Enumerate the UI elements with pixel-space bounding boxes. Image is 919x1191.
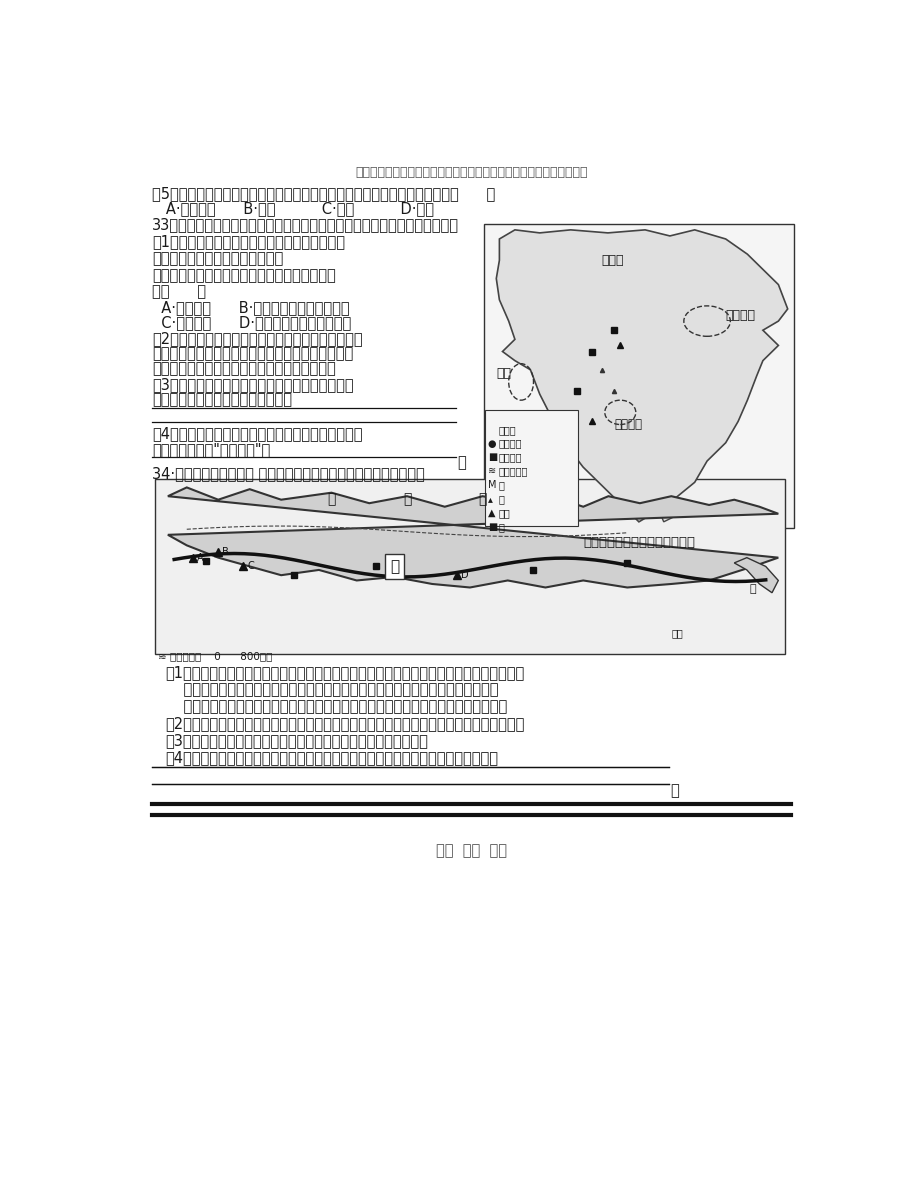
Text: （3）图中甲地是俄罗斯最大的油田，该油田名称是＿＿＿＿＿＿。: （3）图中甲地是俄罗斯最大的油田，该油田名称是＿＿＿＿＿＿。 <box>165 732 427 748</box>
Text: 班加罗尔: 班加罗尔 <box>614 418 641 431</box>
Text: （2）俄罗斯是世界上煤铁资源十分丰富的国家，但却很少向外出口，其原因是＿＿＿＿＿。: （2）俄罗斯是世界上煤铁资源十分丰富的国家，但却很少向外出口，其原因是＿＿＿＿＿… <box>165 716 524 731</box>
Polygon shape <box>733 557 777 593</box>
Text: 北: 北 <box>327 493 335 506</box>
Text: 是（      ）: 是（ ） <box>152 285 206 300</box>
Text: 新德里: 新德里 <box>601 254 623 267</box>
Text: 资料内容仅供您学习参考，如有不当或者侵权，请联系改正或者删除。: 资料内容仅供您学习参考，如有不当或者侵权，请联系改正或者删除。 <box>355 166 587 179</box>
Bar <box>155 479 784 654</box>
Text: （2）加尔各答位于＿＿＿＿＿＿＿（河流）三角洲，: （2）加尔各答位于＿＿＿＿＿＿＿（河流）三角洲， <box>152 331 362 345</box>
Text: ▴: ▴ <box>487 494 492 504</box>
Text: 展了＿＿＿＿＿＿＿＿＿＿＿＿＿＿纺织工业。: 展了＿＿＿＿＿＿＿＿＿＿＿＿＿＿纺织工业。 <box>152 362 335 376</box>
Text: 石油: 石油 <box>498 507 510 518</box>
Text: 盛产＿＿＿＿＿＿（热带经济作物），在此基础上发: 盛产＿＿＿＿＿＿（热带经济作物），在此基础上发 <box>152 347 353 361</box>
Text: （5）该流域有大规模的热带作物种植园，当前大规模种植的两种著名作物是（      ）: （5）该流域有大规模的热带作物种植园，当前大规模种植的两种著名作物是（ ） <box>152 186 495 201</box>
Text: 棉、麻纺: 棉、麻纺 <box>498 438 522 449</box>
Text: 钢铁工业: 钢铁工业 <box>498 453 522 462</box>
Text: 锰: 锰 <box>498 480 504 491</box>
Text: A·逐渐减少      B·先逐渐减少，后逐渐增加: A·逐渐减少 B·先逐渐减少，后逐渐增加 <box>152 300 349 314</box>
Text: 是＿＿＿＿＿＿＿。钢铁、汽车、飞机、火箭等工业十分著名的是＿＿＿＿＿＿＿。: 是＿＿＿＿＿＿＿。钢铁、汽车、飞机、火箭等工业十分著名的是＿＿＿＿＿＿＿。 <box>165 699 507 713</box>
Bar <box>484 410 577 525</box>
Text: C: C <box>247 561 254 572</box>
Text: 煤: 煤 <box>498 522 504 531</box>
Text: 由孟买直线到加尔各答，沿途降水量的变化规律: 由孟买直线到加尔各答，沿途降水量的变化规律 <box>152 268 335 282</box>
Text: A·天然橡胶      B·油棕          C·烟草          D·香蕉: A·天然橡胶 B·油棕 C·烟草 D·香蕉 <box>152 201 434 217</box>
Text: 这里发展钢铁工业有利的资源条件是: 这里发展钢铁工业有利的资源条件是 <box>152 392 292 407</box>
Text: 铁: 铁 <box>498 494 504 504</box>
Text: ●: ● <box>487 438 495 449</box>
Text: 冰: 冰 <box>403 493 411 506</box>
Text: 。: 。 <box>670 784 679 798</box>
Text: ■: ■ <box>487 522 496 531</box>
Text: （1）以钢铁工业和机械工业为主的工业区是＿＿＿＿＿＿＿＿，煤炭、石油、钢铁等工业十: （1）以钢铁工业和机械工业为主的工业区是＿＿＿＿＿＿＿＿，煤炭、石油、钢铁等工业… <box>165 665 524 680</box>
Text: （4）印度的班加罗尔以生产＿＿＿＿＿＿＿＿＿而闻: （4）印度的班加罗尔以生产＿＿＿＿＿＿＿＿＿而闻 <box>152 426 362 442</box>
Text: 洋: 洋 <box>478 493 486 506</box>
Text: ≋: ≋ <box>487 467 495 476</box>
Text: 印度主要工业和工业原料分布图: 印度主要工业和工业原料分布图 <box>583 536 694 549</box>
Text: 主要工业区: 主要工业区 <box>498 467 528 476</box>
Text: 34·读俄罗斯矿产资源、 工业区分布及铁路交通图，分析回答问题。: 34·读俄罗斯矿产资源、 工业区分布及铁路交通图，分析回答问题。 <box>152 467 425 481</box>
Text: ■: ■ <box>487 453 496 462</box>
Text: 孟买: 孟买 <box>495 367 511 380</box>
Text: ≋ 主要工业区    0      800千米: ≋ 主要工业区 0 800千米 <box>158 651 272 661</box>
Text: 织工业: 织工业 <box>498 425 516 435</box>
Text: 洋: 洋 <box>749 584 755 594</box>
Text: C·逐渐增加      D·先逐渐增加，后逐渐减少: C·逐渐增加 D·先逐渐增加，后逐渐减少 <box>152 316 351 330</box>
Text: （3）印度的钢铁工业主要分布＿＿＿＿＿＿地区。: （3）印度的钢铁工业主要分布＿＿＿＿＿＿地区。 <box>152 378 354 392</box>
Text: （4）俄罗斯亚洲部分南部多山，可是西伯利亚铁路就沿南部山区修建，其主要原因是: （4）俄罗斯亚洲部分南部多山，可是西伯利亚铁路就沿南部山区修建，其主要原因是 <box>165 749 498 765</box>
Bar <box>483 224 793 528</box>
Text: D: D <box>460 570 469 580</box>
Text: A: A <box>197 553 203 562</box>
Text: ▲: ▲ <box>487 507 494 518</box>
Text: M: M <box>487 480 495 491</box>
Polygon shape <box>167 487 777 587</box>
Text: 用心  爱心  专心: 用心 爱心 专心 <box>436 843 506 859</box>
Text: 。: 。 <box>457 455 466 470</box>
Polygon shape <box>657 498 682 522</box>
Text: 物是＿＿＿＿＿＿＿＿＿＿＿＿。: 物是＿＿＿＿＿＿＿＿＿＿＿＿。 <box>152 251 283 266</box>
Text: B: B <box>221 548 229 557</box>
Polygon shape <box>495 230 787 522</box>
Text: 北京: 北京 <box>671 628 682 638</box>
Text: 分著名的是＿＿＿＿＿＿＿，石油化工、造船、电子、航空航天等工业十分著名的: 分著名的是＿＿＿＿＿＿＿，石油化工、造船、电子、航空航天等工业十分著名的 <box>165 682 498 697</box>
Text: 甲: 甲 <box>390 559 399 574</box>
Text: （1）印度半岛东西两侧沿海地区种植的主要农作: （1）印度半岛东西两侧沿海地区种植的主要农作 <box>152 233 345 249</box>
Text: 33．读印度主要工业和工业原料分布图，结合所学地理知识，回答下列问题。: 33．读印度主要工业和工业原料分布图，结合所学地理知识，回答下列问题。 <box>152 217 459 232</box>
Text: 加尔各答: 加尔各答 <box>725 308 754 322</box>
Text: 名于世，被称为"南亚硅谷"。: 名于世，被称为"南亚硅谷"。 <box>152 442 270 456</box>
